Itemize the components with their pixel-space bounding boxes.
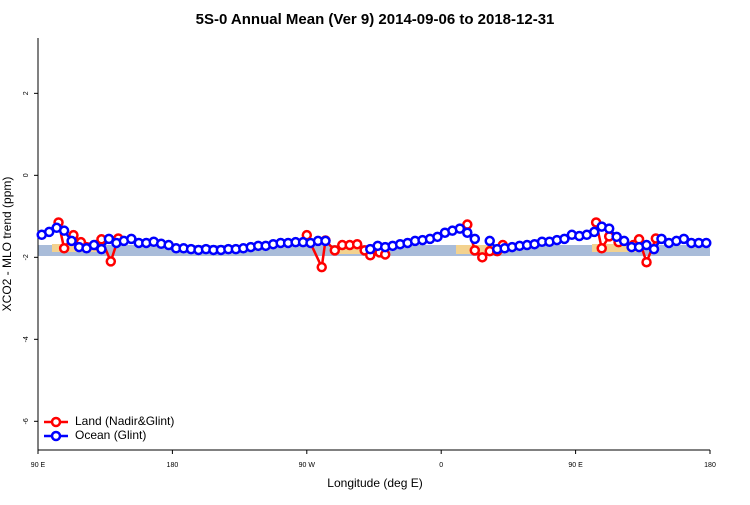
point (603, 223, 615, 234)
point (641, 256, 652, 268)
point (641, 239, 652, 251)
point (618, 235, 630, 247)
point (648, 243, 660, 255)
point (432, 231, 443, 243)
point (701, 237, 712, 249)
point (656, 233, 667, 245)
legend-label: Land (Nadir&Glint) (75, 414, 174, 428)
point (589, 226, 600, 238)
y-tick-label: -6 (23, 418, 30, 424)
y-axis-label: XCO2 - MLO trend (ppm) (0, 177, 14, 312)
x-tick-label: 180 (167, 462, 179, 469)
point (596, 243, 607, 254)
point (462, 227, 473, 238)
point (477, 252, 488, 263)
x-axis-label: Longitude (deg E) (327, 476, 422, 490)
point (469, 245, 481, 256)
point (88, 239, 100, 251)
point (484, 235, 495, 247)
point (103, 233, 115, 245)
x-tick-label: 90 W (299, 462, 316, 469)
y-tick-label: 2 (23, 91, 30, 95)
highlight-patch (592, 244, 642, 252)
x-tick-label: 90 E (568, 462, 583, 469)
point (66, 235, 77, 247)
legend-marker (50, 430, 62, 442)
y-tick-label: 0 (23, 173, 30, 177)
point (43, 226, 55, 238)
point (678, 233, 690, 245)
point (559, 233, 570, 245)
x-tick-label: 180 (704, 462, 716, 469)
point (316, 261, 327, 273)
point (96, 243, 107, 255)
point (329, 245, 341, 256)
point (58, 225, 70, 236)
x-tick-label: 90 E (31, 462, 46, 469)
point (320, 235, 331, 247)
y-tick-label: -2 (23, 254, 30, 260)
point (454, 223, 466, 234)
legend-label: Ocean (Glint) (75, 428, 146, 442)
point (58, 243, 70, 254)
point (126, 233, 137, 245)
point (351, 238, 363, 250)
point (105, 256, 117, 267)
chart-title: 5S-0 Annual Mean (Ver 9) 2014-09-06 to 2… (196, 11, 555, 28)
point (611, 231, 622, 243)
point (469, 233, 481, 245)
legend-marker (50, 416, 62, 428)
x-tick-label: 0 (439, 462, 443, 469)
y-tick-label: -4 (23, 336, 30, 342)
